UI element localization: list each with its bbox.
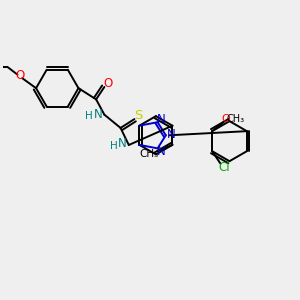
Text: N: N (167, 128, 176, 141)
Text: H: H (110, 142, 117, 152)
Text: N: N (157, 146, 166, 158)
Text: N: N (157, 113, 166, 126)
Text: CH₃: CH₃ (139, 149, 158, 159)
Text: S: S (134, 109, 142, 122)
Text: N: N (94, 108, 102, 121)
Text: O: O (104, 77, 113, 90)
Text: H: H (85, 111, 93, 121)
Text: CH₃: CH₃ (226, 114, 244, 124)
Text: O: O (15, 69, 25, 82)
Text: Cl: Cl (218, 161, 230, 175)
Text: O: O (221, 114, 230, 124)
Text: N: N (118, 137, 127, 150)
